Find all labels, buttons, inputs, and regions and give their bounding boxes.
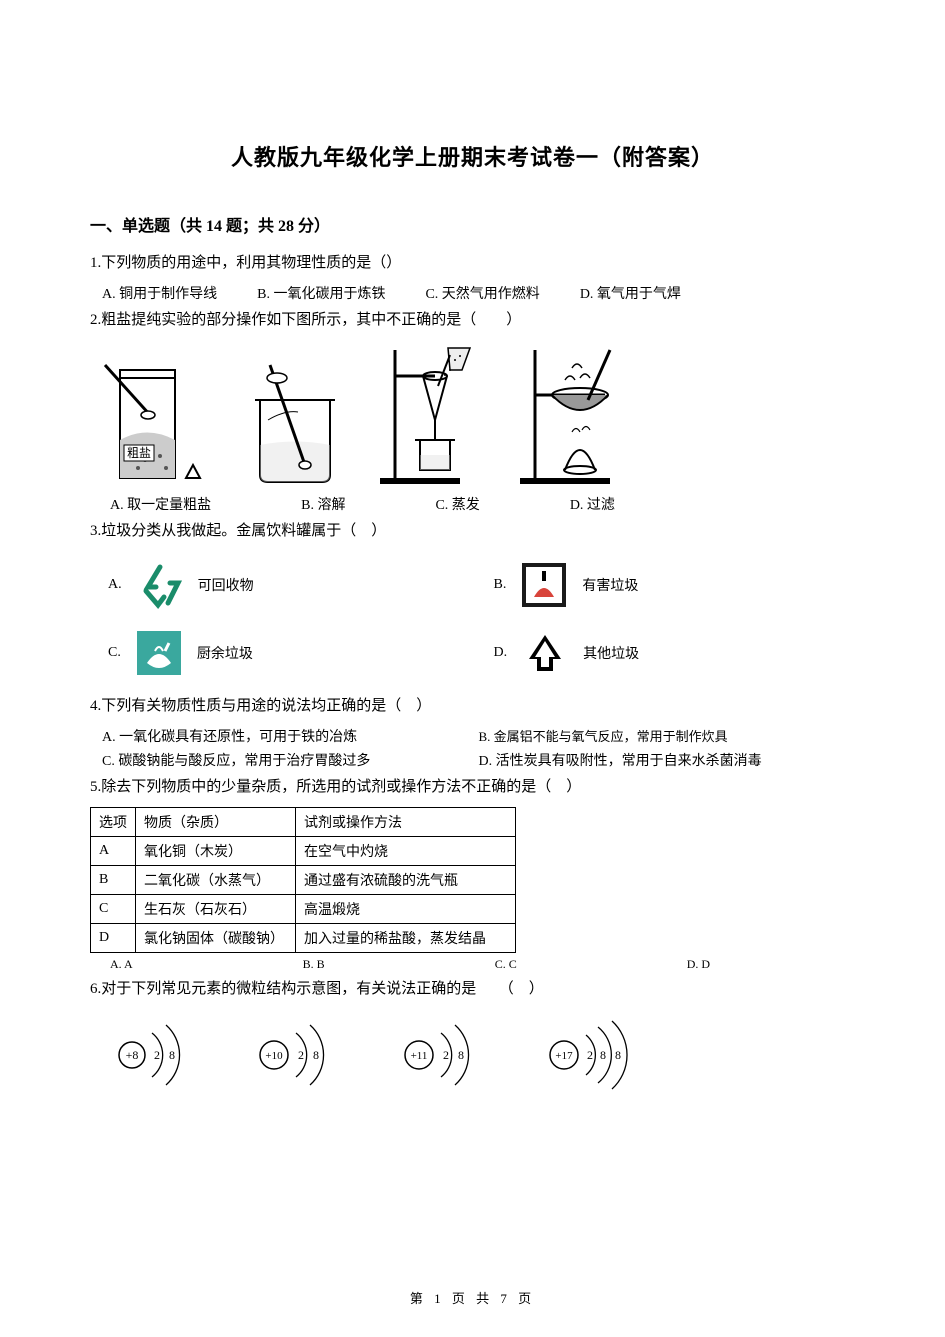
col-substance: 物质（杂质）: [136, 808, 296, 837]
funnel-stand-icon: [370, 340, 490, 490]
q5-opt-a: A. A: [110, 957, 133, 972]
q4-opt-c: C. 碳酸钠能与酸反应，常用于治疗胃酸过多: [102, 750, 479, 770]
atom-diagram-4: +17 2 8 8: [540, 1015, 650, 1095]
q5-opt-d: D. D: [687, 957, 710, 972]
q1-options: A. 铜用于制作导线 B. 一氧化碳用于炼铁 C. 天然气用作燃料 D. 氧气用…: [102, 283, 855, 303]
q5-opt-c: C. C: [495, 957, 517, 972]
svg-text:8: 8: [313, 1048, 319, 1062]
q4-options: A. 一氧化碳具有还原性，可用于铁的冶炼 B. 金属铝不能与氧气反应，常用于制作…: [102, 726, 855, 770]
svg-text:+11: +11: [411, 1050, 428, 1062]
q3-a-label: 可回收物: [198, 575, 254, 595]
svg-text:8: 8: [600, 1048, 606, 1062]
section-heading: 一、单选题（共 14 题；共 28 分）: [90, 212, 855, 236]
table-row: A 氧化铜（木炭） 在空气中灼烧: [91, 837, 516, 866]
q4-opt-d: D. 活性炭具有吸附性，常用于自来水杀菌消毒: [479, 750, 856, 770]
q1-opt-d: D. 氧气用于气焊: [580, 283, 681, 303]
svg-text:2: 2: [443, 1048, 449, 1062]
svg-text:8: 8: [615, 1048, 621, 1062]
svg-text:8: 8: [169, 1048, 175, 1062]
q3-opt-c: C. 厨余垃圾: [108, 629, 470, 677]
svg-text:+10: +10: [265, 1050, 283, 1062]
page-title: 人教版九年级化学上册期末考试卷一（附答案）: [90, 140, 855, 172]
col-option: 选项: [91, 808, 136, 837]
table-header-row: 选项 物质（杂质） 试剂或操作方法: [91, 808, 516, 837]
hazard-icon: [520, 561, 568, 609]
question-1: 1.下列物质的用途中，利用其物理性质的是（）: [90, 250, 855, 277]
q2-opt-b: B. 溶解: [301, 494, 345, 514]
kitchen-waste-icon: [135, 629, 183, 677]
jar-icon: 粗盐: [90, 360, 210, 490]
q1-opt-b: B. 一氧化碳用于炼铁: [257, 283, 385, 303]
atom-diagram-2: +10 2 8: [250, 1015, 345, 1095]
other-waste-icon: [521, 629, 569, 677]
table-row: B 二氧化碳（水蒸气） 通过盛有浓硫酸的洗气瓶: [91, 866, 516, 895]
svg-text:2: 2: [154, 1048, 160, 1062]
q3-c-label: 厨余垃圾: [197, 643, 253, 663]
q3-opt-a: A. 可回收物: [108, 561, 470, 609]
question-2: 2.粗盐提纯实验的部分操作如下图所示，其中不正确的是（ ）: [90, 307, 855, 334]
q1-opt-a: A. 铜用于制作导线: [102, 283, 217, 303]
page-footer: 第 1 页 共 7 页: [0, 1288, 945, 1307]
q3-b-letter: B.: [494, 577, 507, 593]
jar-label: 粗盐: [127, 446, 151, 460]
question-5: 5.除去下列物质中的少量杂质，所选用的试剂或操作方法不正确的是（ ）: [90, 774, 855, 801]
q2-images: 粗盐: [90, 340, 855, 490]
question-3: 3.垃圾分类从我做起。金属饮料罐属于（ ）: [90, 518, 855, 545]
q5-options: A. A B. B C. C D. D: [110, 957, 855, 972]
question-4: 4.下列有关物质性质与用途的说法均正确的是（ ）: [90, 693, 855, 720]
q4-opt-a: A. 一氧化碳具有还原性，可用于铁的冶炼: [102, 726, 479, 746]
question-6: 6.对于下列常见元素的微粒结构示意图，有关说法正确的是 （ ）: [90, 976, 855, 1003]
svg-text:+17: +17: [555, 1050, 573, 1062]
col-method: 试剂或操作方法: [296, 808, 516, 837]
q4-opt-b: B. 金属铝不能与氧气反应，常用于制作炊具: [479, 726, 856, 746]
q3-options: A. 可回收物 B. 有害垃圾 C.: [108, 561, 855, 677]
q2-opt-a: A. 取一定量粗盐: [110, 494, 211, 514]
q3-d-label: 其他垃圾: [583, 643, 639, 663]
q2-opt-d: D. 过滤: [570, 494, 615, 514]
atom-diagram-3: +11 2 8: [395, 1015, 490, 1095]
q3-opt-b: B. 有害垃圾: [494, 561, 856, 609]
q6-atoms: +8 2 8 +10 2 8 +11 2 8 +17 2 8 8: [110, 1015, 855, 1095]
q5-table: 选项 物质（杂质） 试剂或操作方法 A 氧化铜（木炭） 在空气中灼烧 B 二氧化…: [90, 807, 516, 953]
atom-diagram-1: +8 2 8: [110, 1015, 200, 1095]
q5-opt-b: B. B: [303, 957, 325, 972]
q3-c-letter: C.: [108, 645, 121, 661]
q3-a-letter: A.: [108, 577, 122, 593]
table-row: D 氯化钠固体（碳酸钠） 加入过量的稀盐酸，蒸发结晶: [91, 924, 516, 953]
svg-text:2: 2: [298, 1048, 304, 1062]
table-row: C 生石灰（石灰石） 高温煅烧: [91, 895, 516, 924]
beaker-dissolve-icon: [230, 360, 350, 490]
q2-opt-c: C. 蒸发: [435, 494, 479, 514]
q1-opt-c: C. 天然气用作燃料: [425, 283, 539, 303]
q2-options: A. 取一定量粗盐 B. 溶解 C. 蒸发 D. 过滤: [110, 494, 855, 514]
svg-text:2: 2: [587, 1048, 593, 1062]
evaporate-stand-icon: [510, 340, 640, 490]
q3-b-label: 有害垃圾: [582, 575, 638, 595]
svg-text:8: 8: [458, 1048, 464, 1062]
recycle-icon: [136, 561, 184, 609]
q3-opt-d: D. 其他垃圾: [494, 629, 856, 677]
svg-text:+8: +8: [126, 1048, 139, 1062]
q3-d-letter: D.: [494, 645, 508, 661]
